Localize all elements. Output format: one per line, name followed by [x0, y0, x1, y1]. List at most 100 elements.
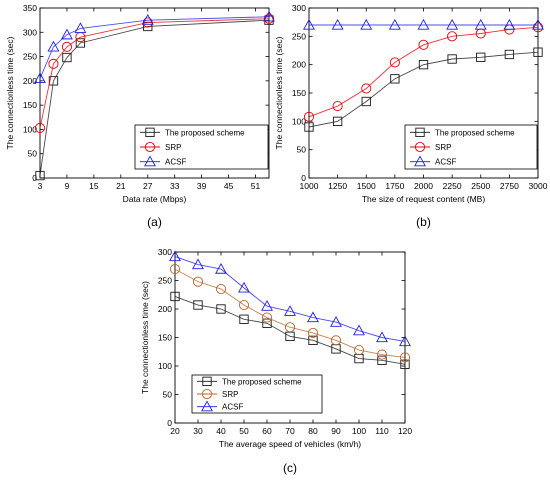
- y-tick-label: 50: [297, 145, 307, 155]
- y-tick-label: 50: [163, 390, 173, 400]
- data-point-circle: [34, 122, 46, 134]
- series-triangle: [169, 250, 411, 347]
- series-triangle: [34, 10, 275, 84]
- data-point-square: [75, 38, 86, 48]
- data-point-circle: [192, 276, 204, 287]
- data-point-triangle: [474, 18, 487, 30]
- y-axis-label: The connectionless time (sec): [5, 36, 15, 149]
- data-point-circle: [215, 283, 227, 295]
- series-line: [39, 19, 270, 176]
- x-axis-label: Data rate (Mbps): [123, 194, 187, 204]
- data-point-square: [332, 116, 343, 126]
- y-tick-label: 300: [158, 247, 172, 257]
- data-point-square: [170, 291, 180, 302]
- y-tick-label: 0: [32, 173, 37, 183]
- legend-label: ACSF: [165, 158, 186, 167]
- series-line: [174, 268, 406, 358]
- data-point-square: [62, 52, 72, 63]
- data-point-square: [377, 355, 387, 365]
- y-tick-label: 350: [23, 3, 37, 13]
- y-tick-label: 0: [301, 173, 306, 183]
- x-tick-label: 2750: [500, 181, 519, 191]
- data-point-triangle: [215, 262, 227, 274]
- chart-panel-3: 20 30 40 50 60 70 80 90 100 110 120 0 50 100 150 200 250…: [140, 247, 412, 475]
- data-point-triangle: [330, 315, 342, 327]
- x-tick-label: 1750: [385, 181, 404, 191]
- x-tick-label: 110: [375, 426, 389, 436]
- data-point-square: [533, 47, 543, 57]
- legend-label: SRP: [222, 390, 238, 399]
- data-point-circle: [303, 111, 315, 122]
- data-point-circle: [263, 13, 275, 24]
- data-point-triangle: [360, 18, 373, 30]
- data-point-square: [216, 304, 226, 314]
- y-tick-label: 200: [292, 60, 306, 70]
- y-tick-label: 300: [292, 3, 306, 13]
- x-tick-label: 2250: [443, 181, 462, 191]
- data-point-circle: [399, 352, 411, 363]
- legend-marker-square: [145, 127, 155, 137]
- legend: The proposed scheme SRP ACSF: [134, 124, 269, 170]
- data-point-triangle: [303, 18, 315, 30]
- legend-marker-triangle: [201, 400, 213, 412]
- x-tick-label: 90: [331, 426, 341, 436]
- data-point-square: [504, 49, 515, 60]
- x-tick-label: 9: [65, 181, 70, 191]
- data-point-square: [400, 359, 410, 369]
- x-axis-label: The average speed of vehicles (km/h): [219, 439, 361, 449]
- y-tick-label: 100: [158, 361, 172, 371]
- data-point-triangle: [376, 331, 388, 343]
- x-tick-label: 2500: [471, 181, 490, 191]
- chart-panel-1: 3 9 15 21 27 33 39 45 51050100150200250300350Dat…: [5, 3, 275, 229]
- x-tick-label: 45: [224, 181, 234, 191]
- data-point-circle: [48, 58, 59, 69]
- x-tick-label: 27: [143, 181, 153, 191]
- y-tick-label: 250: [292, 31, 306, 41]
- series-line: [39, 18, 270, 129]
- y-tick-label: 200: [23, 76, 37, 86]
- series-line: [174, 256, 406, 342]
- legend-marker-triangle: [414, 155, 426, 167]
- series-circle: [34, 13, 275, 134]
- series-circle: [169, 264, 411, 363]
- data-point-circle: [284, 322, 296, 333]
- data-point-square: [418, 60, 429, 70]
- y-tick-label: 150: [292, 88, 306, 98]
- legend-marker-circle: [144, 141, 156, 153]
- data-point-square: [361, 96, 371, 107]
- data-point-triangle: [261, 300, 273, 311]
- legend-label: ACSF: [222, 403, 243, 412]
- series-square: [35, 15, 274, 181]
- x-tick-label: 3000: [529, 181, 548, 191]
- x-tick-label: 60: [262, 426, 272, 436]
- data-point-circle: [332, 100, 343, 112]
- panel-caption: (c): [283, 461, 297, 475]
- data-point-circle: [353, 344, 365, 356]
- legend-marker-square: [415, 127, 425, 137]
- data-point-circle: [238, 299, 250, 311]
- legend-marker-circle: [201, 388, 213, 400]
- data-point-square: [304, 122, 314, 132]
- y-tick-label: 150: [158, 333, 172, 343]
- y-tick-label: 250: [158, 276, 172, 286]
- series-line: [308, 51, 539, 128]
- x-tick-label: 30: [193, 426, 203, 436]
- legend-label: The proposed scheme: [435, 128, 515, 137]
- x-tick-label: 51: [251, 181, 261, 191]
- x-tick-label: 70: [285, 426, 295, 436]
- data-point-circle: [330, 335, 342, 346]
- y-axis-label: The connectionless time (sec): [274, 36, 284, 149]
- y-tick-label: 100: [292, 116, 306, 126]
- data-point-triangle: [169, 250, 181, 262]
- data-point-triangle: [263, 10, 275, 22]
- y-tick-label: 250: [23, 52, 37, 62]
- data-point-triangle: [446, 18, 459, 30]
- data-point-triangle: [417, 18, 430, 30]
- x-tick-label: 1500: [357, 181, 376, 191]
- data-point-circle: [307, 327, 319, 338]
- data-point-circle: [447, 31, 458, 42]
- legend-marker-circle: [414, 141, 426, 153]
- data-point-square: [308, 335, 318, 345]
- panel-caption: (a): [147, 215, 162, 229]
- series-triangle: [303, 18, 544, 30]
